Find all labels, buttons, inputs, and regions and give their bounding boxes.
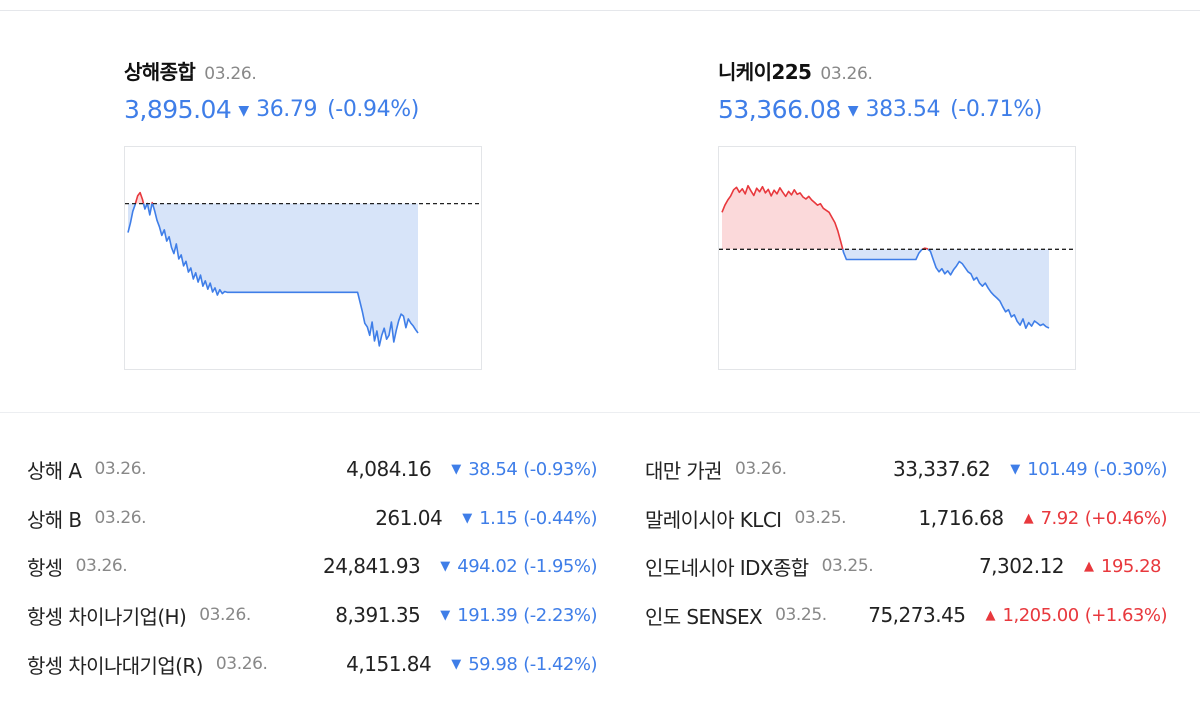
up-arrow-icon: ▲ <box>1023 510 1034 526</box>
index-name[interactable]: 말레이시아 KLCI <box>645 507 782 532</box>
index-price: 33,337.62 <box>892 457 991 481</box>
index-change-rate: (-1.42%) <box>523 653 597 675</box>
index-change-rate: (+0.46%) <box>1084 507 1168 529</box>
index-date: 03.25. <box>775 605 827 625</box>
index-change: 195.28 <box>1101 555 1161 577</box>
up-arrow-icon: ▲ <box>985 607 996 623</box>
price-line-down <box>142 203 149 210</box>
index-chart-nikkei[interactable] <box>718 146 1076 370</box>
index-price: 24,841.93 <box>322 554 421 578</box>
index-name[interactable]: 항셍 <box>27 555 63 580</box>
index-name[interactable]: 니케이225 <box>718 60 812 84</box>
index-date: 03.26. <box>204 64 257 84</box>
down-arrow-icon: ▼ <box>451 461 462 477</box>
index-date: 03.26. <box>820 64 873 84</box>
list-item[interactable]: 상해 A 03.26. 4,084.16 ▼ 38.54 (-0.93%) <box>27 454 597 484</box>
index-name[interactable]: 상해종합 <box>124 60 196 84</box>
area-fill-down <box>842 249 923 260</box>
index-change-rate: (-0.93%) <box>523 458 597 480</box>
intraday-chart <box>719 184 1075 329</box>
index-price: 1,716.68 <box>918 506 1005 530</box>
index-change-rate: (-0.30%) <box>1093 458 1167 480</box>
index-price: 261.04 <box>375 506 443 530</box>
index-name[interactable]: 항셍 차이나기업(H) <box>27 604 187 629</box>
index-name[interactable]: 항셍 차이나대기업(R) <box>27 653 203 678</box>
list-item[interactable]: 항셍 차이나기업(H) 03.26. 8,391.35 ▼ 191.39 (-2… <box>27 600 597 630</box>
down-arrow-icon: ▼ <box>451 656 462 672</box>
index-change-rate: (-0.71%) <box>950 97 1042 122</box>
index-price: 3,895.04 <box>124 95 232 124</box>
section-divider <box>0 412 1200 413</box>
price-line-down <box>927 248 1050 329</box>
index-price: 53,366.08 <box>718 95 841 124</box>
index-card-nikkei[interactable]: 니케이225 03.26. 53,366.08 ▼ 383.54 (-0.71%… <box>718 56 1042 124</box>
index-price: 7,302.12 <box>978 554 1065 578</box>
price-line-up <box>151 201 154 204</box>
area-fill-up <box>135 192 144 204</box>
area-fill-down <box>928 249 1049 329</box>
index-price: 75,273.45 <box>868 603 966 627</box>
index-date: 03.26. <box>734 459 787 479</box>
index-change: 191.39 <box>457 604 518 626</box>
index-date: 03.26. <box>215 654 268 674</box>
index-date: 03.26. <box>75 556 128 576</box>
index-change-rate: (-1.95%) <box>523 555 597 577</box>
index-name[interactable]: 상해 B <box>27 507 82 532</box>
index-change-rate: (-0.94%) <box>327 97 419 122</box>
down-arrow-icon: ▼ <box>1010 461 1021 477</box>
down-arrow-icon: ▼ <box>440 558 451 574</box>
area-fill-down <box>128 203 136 233</box>
index-name[interactable]: 대만 가권 <box>645 458 723 483</box>
list-item[interactable]: 인도네시아 IDX종합 03.25. 7,302.12 ▲ 195.28 <box>645 551 1167 581</box>
up-arrow-icon: ▲ <box>1084 558 1095 574</box>
price-line-up <box>721 184 844 250</box>
down-arrow-icon: ▼ <box>462 510 473 526</box>
index-name[interactable]: 인도 SENSEX <box>645 604 763 629</box>
index-price: 8,391.35 <box>335 603 421 627</box>
index-price: 4,084.16 <box>346 457 432 481</box>
down-arrow-icon: ▼ <box>440 607 451 623</box>
index-price: 4,151.84 <box>346 652 432 676</box>
price-line-down <box>151 203 419 347</box>
area-fill-down <box>152 203 418 346</box>
index-name[interactable]: 인도네시아 IDX종합 <box>645 555 809 580</box>
area-fill-up <box>722 185 843 250</box>
top-divider <box>0 10 1200 11</box>
list-item[interactable]: 인도 SENSEX 03.25. 75,273.45 ▲ 1,205.00 (+… <box>645 600 1168 630</box>
index-change: 1.15 <box>479 507 518 529</box>
index-change-rate: (-2.23%) <box>523 604 597 626</box>
list-item[interactable]: 항셍 03.26. 24,841.93 ▼ 494.02 (-1.95%) <box>27 551 597 581</box>
index-change: 36.79 <box>256 97 318 122</box>
index-date: 03.25. <box>794 508 847 528</box>
price-line-down <box>146 203 153 216</box>
list-item[interactable]: 대만 가권 03.26. 33,337.62 ▼ 101.49 (-0.30%) <box>645 454 1167 484</box>
index-change: 1,205.00 <box>1002 604 1080 626</box>
index-date: 03.26. <box>94 459 147 479</box>
index-change-rate: (+1.63%) <box>1084 604 1168 626</box>
index-change: 494.02 <box>457 555 518 577</box>
down-arrow-icon: ▼ <box>847 102 859 119</box>
index-date: 03.25. <box>821 556 874 576</box>
list-item[interactable]: 말레이시아 KLCI 03.25. 1,716.68 ▲ 7.92 (+0.46… <box>645 503 1168 533</box>
index-change-rate: (-0.44%) <box>523 507 597 529</box>
list-item[interactable]: 항셍 차이나대기업(R) 03.26. 4,151.84 ▼ 59.98 (-1… <box>27 649 597 679</box>
index-change: 7.92 <box>1040 507 1080 529</box>
index-change: 59.98 <box>468 653 518 675</box>
index-change: 38.54 <box>468 458 518 480</box>
index-card-shanghai[interactable]: 상해종합 03.26. 3,895.04 ▼ 36.79 (-0.94%) <box>124 56 419 124</box>
index-chart-shanghai[interactable] <box>124 146 482 370</box>
intraday-chart <box>125 191 481 347</box>
index-date: 03.26. <box>94 508 147 528</box>
index-date: 03.26. <box>199 605 251 625</box>
index-change: 101.49 <box>1027 458 1088 480</box>
price-line-down <box>842 248 923 261</box>
index-change: 383.54 <box>865 97 941 122</box>
index-name[interactable]: 상해 A <box>27 458 82 483</box>
list-item[interactable]: 상해 B 03.26. 261.04 ▼ 1.15 (-0.44%) <box>27 503 597 533</box>
price-line-up <box>134 191 145 204</box>
down-arrow-icon: ▼ <box>238 102 250 119</box>
